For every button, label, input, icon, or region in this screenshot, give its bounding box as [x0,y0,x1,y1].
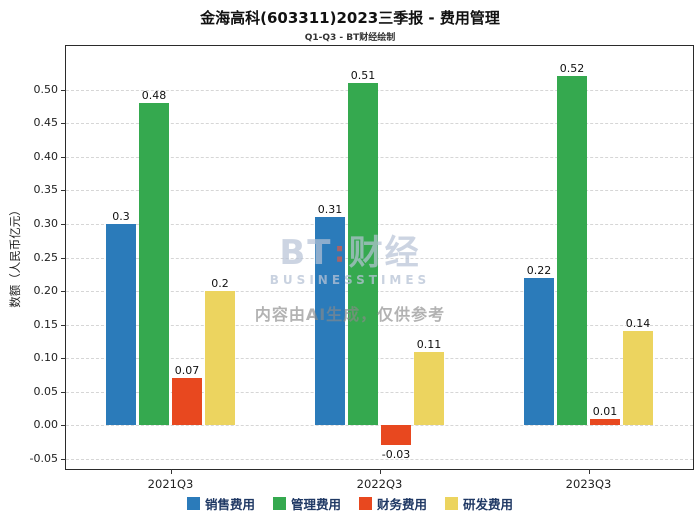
x-tick-mark [170,469,172,474]
legend-item: 管理费用 [272,494,341,513]
legend-item: 财务费用 [359,494,427,513]
chart-title: 金海高科(603311)2023三季报 - 费用管理 [200,9,500,27]
bar [557,76,587,426]
bar-value-label: 0.07 [174,364,200,378]
gridline [66,89,693,91]
bar-value-label: -0.03 [381,447,411,461]
bar-value-label: 0.11 [416,337,442,351]
y-tick-label: 0.10 [33,351,59,365]
gridline [66,324,693,326]
gridline [66,425,693,427]
y-tick-label: 0.35 [33,183,59,197]
y-tick-mark [61,123,66,125]
legend-label: 销售费用 [204,497,255,512]
bar [623,331,653,426]
bar-value-label: 0.2 [211,277,229,291]
x-tick-mark [588,469,590,474]
y-tick-mark [61,358,66,360]
gridline [66,458,693,460]
bar-value-label: 0.52 [559,62,585,76]
y-tick-mark [61,223,66,225]
y-tick-mark [61,156,66,158]
y-tick-label: 0.50 [33,82,59,96]
bar-value-label: 0.3 [112,209,130,223]
y-tick-label: -0.05 [29,451,58,465]
plot-area: -0.05 0.00 0.05 0.10 0.15 0.20 0.25 0.30 0.35 0.4… [30,45,694,491]
gridline [66,358,693,360]
y-tick-mark [61,190,66,192]
bar [139,103,169,426]
gridline [66,257,693,259]
bar [106,223,136,426]
y-tick-mark [61,425,66,427]
gridline [66,156,693,158]
legend-label: 研发费用 [463,497,514,512]
bar [414,351,444,426]
bar [524,277,554,426]
bar-value-label: 0.22 [526,263,552,277]
y-tick-mark [61,291,66,293]
gridline [66,190,693,192]
x-tick-label: 2022Q3 [356,477,403,491]
y-tick-mark [61,89,66,91]
y-tick-label: 0.30 [33,216,59,230]
y-tick-mark [61,391,66,393]
legend-swatch [359,497,372,510]
y-tick-mark [61,458,66,460]
chart-subtitle: Q1-Q3 - BT财经绘制 [304,33,396,43]
legend-label: 管理费用 [290,497,341,512]
y-tick-label: 0.45 [33,116,59,130]
bar-value-label: 0.51 [350,68,376,82]
y-tick-label: 0.25 [33,250,59,264]
bar [381,425,411,446]
y-tick-label: 0.20 [33,284,59,298]
legend-swatch [445,497,459,510]
y-tick-label: 0.00 [33,418,59,432]
x-tick-mark [379,469,381,474]
legend-swatch [272,497,286,510]
gridline [66,123,693,125]
bar-value-label: 0.14 [625,317,651,331]
bar [348,82,378,426]
legend-item: 销售费用 [186,494,255,513]
bar [172,378,202,426]
bar-value-label: 0.31 [317,203,343,217]
legend: 销售费用 管理费用 财务费用 研发费用 [0,494,700,513]
bar-value-label: 0.01 [592,404,618,418]
y-tick-label: 0.15 [33,317,59,331]
bar-value-label: 0.48 [141,89,167,103]
y-tick-mark [61,324,66,326]
bar [315,217,345,426]
gridline [66,391,693,393]
y-tick-mark [61,257,66,259]
x-tick-label: 2021Q3 [147,477,194,491]
legend-item: 研发费用 [445,494,513,513]
gridline [66,223,693,225]
gridline [66,291,693,293]
legend-label: 财务费用 [377,497,428,512]
bar [205,291,235,426]
y-tick-label: 0.05 [33,384,59,398]
bar [590,418,620,426]
x-tick-label: 2023Q3 [565,477,612,491]
y-tick-label: 0.40 [33,149,59,163]
legend-swatch [186,497,200,510]
